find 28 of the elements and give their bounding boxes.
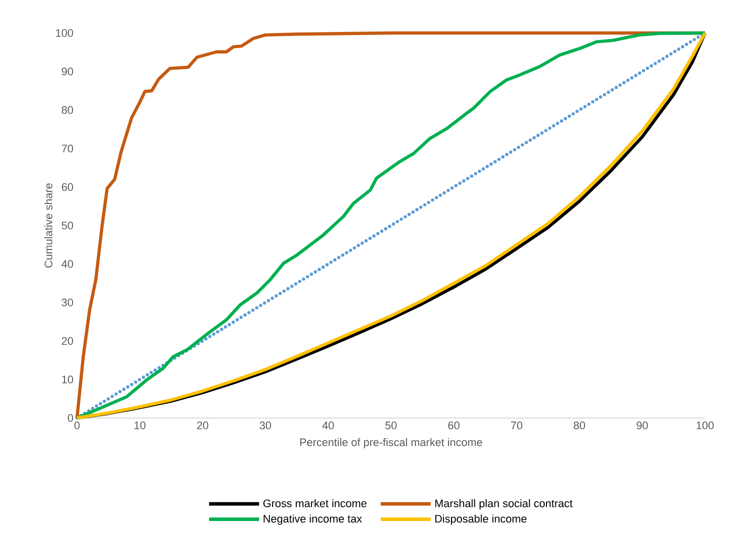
x-tick-label: 10 [134, 422, 146, 430]
y-tick-label: 10 [62, 376, 74, 384]
x-tick-label: 70 [511, 422, 522, 430]
x-tick-label: 100 [696, 422, 714, 430]
x-tick-label: 60 [448, 422, 460, 430]
legend-label: Disposable income [435, 514, 526, 525]
x-tick-label: 90 [636, 422, 648, 430]
x-tick-label: 40 [322, 422, 334, 430]
y-tick-label: 80 [62, 106, 74, 114]
y-tick-label: 60 [62, 183, 74, 191]
x-tick-label: 20 [197, 422, 208, 430]
y-tick-label: 0 [68, 414, 74, 422]
x-tick-label: 80 [574, 422, 586, 430]
x-axis-title: Percentile of pre-fiscal market income [300, 438, 482, 448]
y-tick-label: 50 [62, 222, 74, 230]
x-tick-label: 50 [385, 422, 397, 430]
y-tick-label: 20 [62, 337, 74, 345]
legend-label: Gross market income [263, 499, 366, 508]
x-tick-label: 0 [74, 422, 80, 430]
legend-label: Marshall plan social contract [435, 499, 573, 510]
y-tick-label: 70 [62, 144, 74, 152]
y-tick-label: 30 [62, 298, 74, 306]
legend-label: Negative income tax [264, 514, 362, 525]
y-tick-label: 90 [62, 68, 74, 76]
y-axis-title: Cumulative share [44, 183, 52, 268]
x-tick-label: 30 [260, 422, 272, 430]
y-tick-label: 40 [62, 260, 74, 268]
y-tick-label: 100 [56, 29, 74, 37]
